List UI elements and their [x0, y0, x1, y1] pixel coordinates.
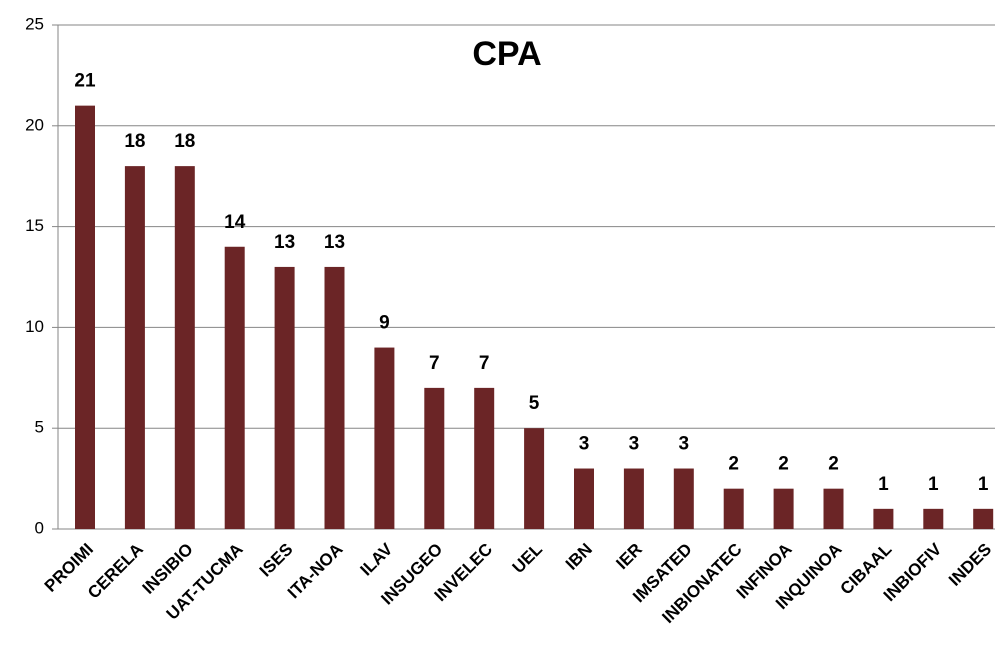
bar	[274, 266, 295, 529]
bar	[224, 246, 245, 529]
data-label: 14	[224, 212, 246, 233]
bar	[124, 166, 145, 529]
data-label: 13	[324, 232, 345, 253]
x-tick-label: CERELA	[84, 540, 147, 603]
data-label: 7	[429, 353, 440, 374]
data-label: 9	[379, 313, 390, 334]
data-label: 1	[978, 474, 989, 495]
bar	[623, 468, 644, 529]
bar	[174, 166, 195, 529]
bar	[374, 347, 395, 529]
bar	[524, 428, 545, 529]
bar	[923, 508, 944, 529]
bar	[673, 468, 694, 529]
data-label: 2	[828, 454, 839, 475]
y-tick-label: 15	[25, 216, 44, 235]
bar	[723, 488, 744, 529]
x-tick-label: ILAV	[356, 539, 396, 579]
data-label: 2	[728, 454, 739, 475]
data-label: 2	[778, 454, 789, 475]
bar	[424, 387, 445, 529]
x-tick-label: IBN	[562, 540, 596, 574]
bar	[474, 387, 495, 529]
data-label: 1	[928, 474, 939, 495]
bar	[823, 488, 844, 529]
data-label: 13	[274, 232, 295, 253]
bar	[324, 266, 345, 529]
data-label: 5	[529, 393, 540, 414]
x-tick-label: ISES	[256, 540, 297, 581]
data-label: 3	[679, 434, 690, 455]
x-tick-label: IER	[612, 540, 645, 573]
x-tick-label: UEL	[509, 540, 546, 577]
chart-title: CPA	[472, 35, 541, 73]
y-tick-label: 20	[25, 115, 44, 134]
data-label: 18	[174, 131, 195, 152]
bar	[873, 508, 894, 529]
bar	[75, 105, 95, 529]
x-tick-label: INDES	[945, 540, 995, 590]
x-tick-label: ITA-NOA	[284, 540, 347, 603]
data-label: 21	[74, 71, 96, 92]
y-tick-label: 5	[35, 418, 44, 437]
bar	[773, 488, 794, 529]
bar	[574, 468, 594, 529]
data-label: 3	[629, 434, 640, 455]
y-tick-label: 10	[25, 317, 44, 336]
data-label: 18	[124, 131, 145, 152]
y-tick-label: 0	[35, 518, 44, 537]
data-label: 3	[579, 434, 590, 455]
bar	[973, 508, 994, 529]
data-label: 1	[878, 474, 889, 495]
data-label: 7	[479, 353, 490, 374]
y-tick-label: 25	[25, 14, 44, 33]
